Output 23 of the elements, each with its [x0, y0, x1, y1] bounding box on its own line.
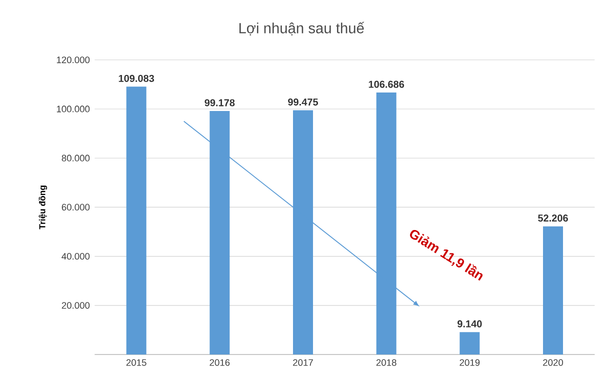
bar [460, 332, 480, 355]
chart-title: Lợi nhuận sau thuế [239, 22, 364, 36]
data-label: 52.206 [538, 214, 568, 222]
data-label: 106.686 [368, 80, 404, 88]
y-tick-label: 120.000 [56, 56, 90, 64]
x-tick-label: 2020 [543, 359, 564, 366]
data-label: 99.475 [288, 98, 318, 106]
x-tick-label: 2017 [293, 359, 313, 366]
x-tick-label: 2019 [460, 359, 480, 366]
y-tick-label: 40.000 [62, 253, 90, 260]
x-tick-label: 2018 [376, 359, 396, 366]
y-tick-label: 20.000 [62, 302, 90, 309]
y-tick-label: 60.000 [62, 204, 90, 210]
x-tick-label: 2015 [126, 359, 146, 366]
bar [126, 86, 146, 355]
y-tick-label: 80.000 [62, 154, 90, 162]
data-label: 99.178 [204, 99, 235, 106]
data-label: 109.083 [118, 74, 154, 82]
y-axis-title: Triệu đồng [38, 186, 48, 230]
x-tick-label: 2016 [210, 359, 230, 366]
data-label: 9.140 [458, 320, 482, 328]
y-tick-label: 100.000 [56, 106, 90, 112]
bar [543, 226, 564, 355]
